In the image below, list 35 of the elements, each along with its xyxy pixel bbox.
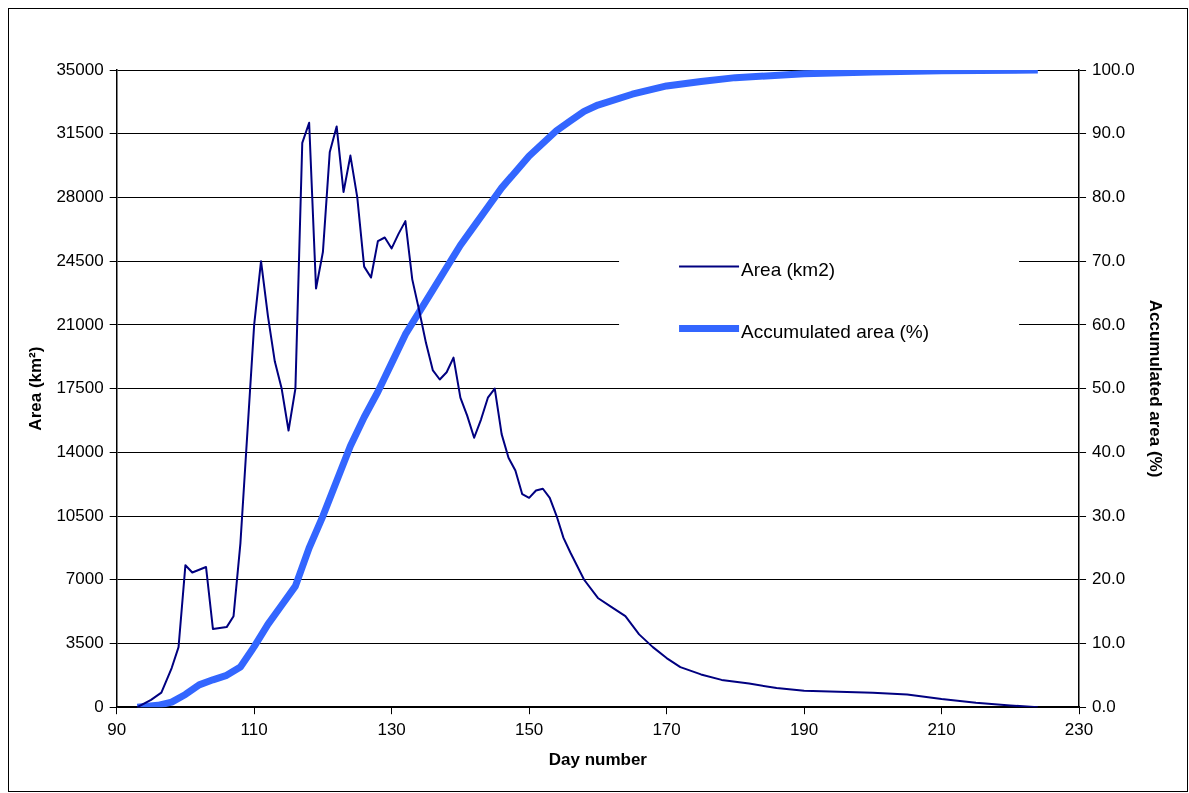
y2-tick-label: 20.0 [1092, 569, 1126, 589]
x-tick-label: 170 [652, 720, 681, 740]
y-tick-label: 3500 [65, 633, 104, 653]
y2-tick-label: 30.0 [1092, 505, 1126, 525]
legend-label: Accumulated area (%) [741, 320, 930, 342]
y2-tick-label: 70.0 [1092, 250, 1126, 270]
y-tick-label: 28000 [56, 187, 104, 207]
y2-tick-label: 10.0 [1092, 633, 1126, 653]
x-tick-label: 150 [514, 720, 544, 740]
x-tick-label: 90 [107, 720, 127, 740]
y-tick-label: 0 [94, 696, 104, 716]
y-tick-label: 21000 [56, 314, 104, 334]
y-tick-label: 17500 [56, 378, 104, 398]
y-tick-label: 31500 [56, 123, 104, 143]
y-tick-label: 24500 [56, 250, 104, 270]
x-tick-label: 230 [1064, 720, 1094, 740]
y-tick-label: 7000 [65, 569, 104, 589]
y2-tick-label: 50.0 [1092, 378, 1126, 398]
x-tick-label: 190 [789, 720, 819, 740]
y2-tick-label: 60.0 [1092, 314, 1126, 334]
x-tick-label: 130 [377, 720, 406, 740]
x-axis-title: Day number [548, 750, 648, 770]
y-tick-label: 10500 [56, 505, 104, 525]
y2-tick-label: 40.0 [1092, 442, 1126, 462]
y2-tick-label: 90.0 [1092, 123, 1126, 143]
y2-tick-label: 80.0 [1092, 187, 1126, 207]
x-tick-label: 210 [927, 720, 956, 740]
y-axis-title: Area (km²) [25, 346, 45, 431]
x-tick-label: 110 [240, 720, 268, 740]
y2-tick-label: 0.0 [1092, 696, 1116, 716]
y2-axis-title: Accumulated area (%) [1146, 299, 1166, 478]
y-tick-label: 35000 [56, 59, 104, 79]
legend-label: Area (km2) [741, 258, 836, 280]
y-tick-label: 14000 [56, 442, 104, 462]
y2-tick-label: 100.0 [1092, 59, 1135, 79]
